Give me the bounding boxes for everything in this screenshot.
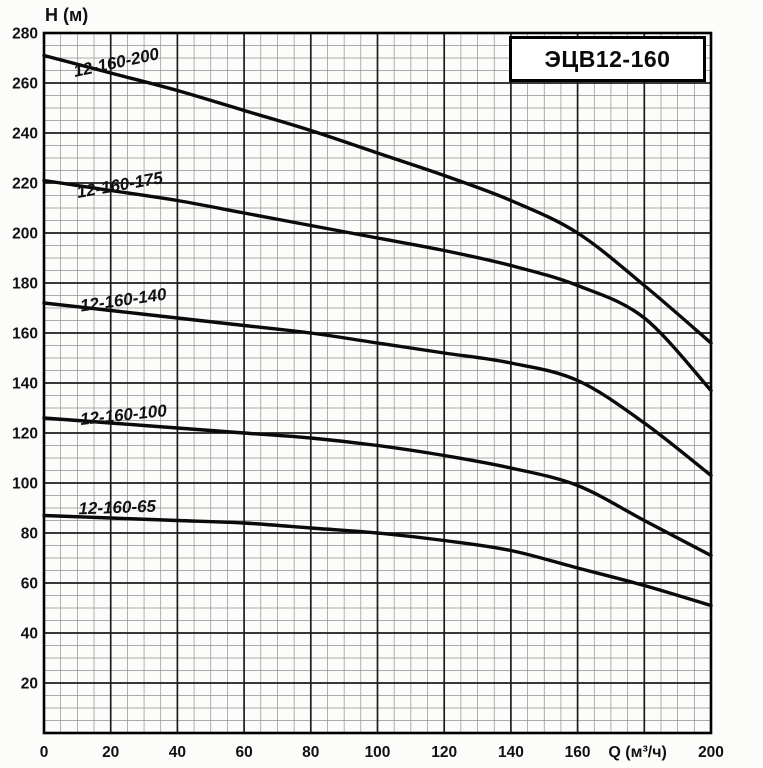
y-tick-20: 20	[21, 676, 38, 693]
x-tick-60: 60	[235, 744, 252, 761]
x-tick-80: 80	[302, 744, 319, 761]
y-tick-40: 40	[21, 626, 38, 643]
y-tick-280: 280	[12, 26, 38, 43]
y-tick-labels: 20 40 60 80 100 120 140 160 180 200 220 240 260 280	[12, 26, 38, 693]
chart-title: ЭЦВ12-160	[544, 45, 671, 72]
y-tick-120: 120	[12, 426, 38, 443]
curve-12-160-175	[42, 178, 713, 393]
x-tick-140: 140	[498, 744, 524, 761]
curve-labels: 12-160-20012-160-17512-160-14012-160-100…	[72, 44, 168, 518]
y-tick-160: 160	[12, 326, 38, 343]
y-tick-180: 180	[12, 276, 38, 293]
y-tick-240: 240	[12, 126, 38, 143]
chart-title-box: ЭЦВ12-160	[509, 36, 706, 82]
x-tick-160: 160	[565, 744, 591, 761]
x-tick-200: 200	[698, 744, 724, 761]
y-tick-60: 60	[21, 576, 38, 593]
pump-curves	[42, 53, 713, 608]
y-tick-200: 200	[12, 226, 38, 243]
y-axis-label: Н (м)	[45, 5, 88, 25]
x-tick-40: 40	[169, 744, 186, 761]
x-axis-unit-label: Q (м³/ч)	[608, 744, 666, 761]
x-tick-120: 120	[431, 744, 457, 761]
y-tick-100: 100	[12, 476, 38, 493]
curve-12-160-140	[42, 301, 713, 478]
y-tick-220: 220	[12, 176, 38, 193]
x-tick-labels: 0 20 40 60 80 100 120 140 160 200	[40, 744, 724, 761]
y-tick-80: 80	[21, 526, 38, 543]
y-tick-140: 140	[12, 376, 38, 393]
curve-12-160-100	[42, 416, 713, 558]
x-tick-20: 20	[102, 744, 119, 761]
y-tick-260: 260	[12, 76, 38, 93]
curve-12-160-200	[42, 53, 713, 345]
curve-12-160-65	[42, 513, 713, 608]
plot-border	[42, 31, 713, 735]
x-tick-0: 0	[40, 744, 49, 761]
curve-label-12-160-65: 12-160-65	[78, 497, 157, 519]
x-tick-100: 100	[365, 744, 391, 761]
